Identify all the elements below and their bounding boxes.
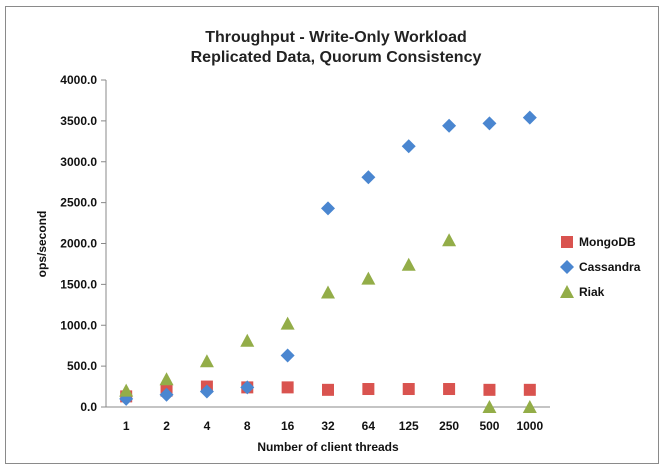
riak-point (442, 233, 457, 247)
riak-legend-label: Riak (579, 285, 605, 299)
cassandra-point (361, 170, 376, 185)
cassandra-point (401, 139, 416, 154)
riak-point (401, 257, 416, 271)
riak-point (280, 316, 295, 330)
cassandra-legend-marker (560, 260, 574, 274)
x-tick-label: 64 (362, 419, 376, 433)
mongodb-point (443, 383, 456, 396)
mongodb-point (483, 383, 496, 396)
x-tick-label: 8 (244, 419, 251, 433)
y-tick-label: 3000.0 (60, 155, 97, 169)
cassandra-point (159, 387, 174, 402)
riak-legend-marker (560, 285, 574, 298)
riak-point (482, 400, 497, 413)
mongodb-point (362, 383, 375, 396)
y-tick-label: 3500.0 (60, 114, 97, 128)
x-tick-label: 250 (439, 419, 459, 433)
riak-point (321, 285, 335, 299)
y-tick-label: 1500.0 (60, 277, 97, 291)
cassandra-point (240, 380, 255, 395)
y-tick-label: 4000.0 (60, 73, 97, 87)
mongodb-point (322, 383, 334, 396)
x-tick-label: 4 (204, 419, 211, 433)
chart-title-line-1: Throughput - Write-Only Workload (205, 29, 467, 46)
mongodb-point (281, 381, 294, 394)
y-axis-label: ops/second (35, 211, 49, 278)
cassandra-legend-label: Cassandra (579, 260, 641, 274)
x-tick-label: 500 (479, 419, 499, 433)
x-axis-label: Number of client threads (257, 440, 399, 454)
cassandra-point (280, 348, 295, 363)
x-tick-label: 2 (163, 419, 170, 433)
y-tick-label: 2500.0 (60, 196, 97, 210)
cassandra-point (482, 116, 497, 131)
x-tick-label: 32 (321, 419, 335, 433)
cassandra-point (199, 384, 214, 399)
y-tick-labels: 0.0 500.0 1000.0 1500.0 2000.0 2500.0 3000.0 35… (60, 73, 106, 414)
chart-title-line-2: Replicated Data, Quorum Consistency (191, 49, 482, 66)
mongodb-point (402, 383, 415, 396)
mongodb-legend-label: MongoDB (579, 235, 636, 249)
y-tick-label: 500.0 (67, 359, 97, 373)
riak-point (361, 271, 376, 285)
x-tick-label: 125 (399, 419, 419, 433)
mongodb-point (523, 383, 536, 396)
y-tick-label: 0.0 (80, 400, 97, 414)
legend: MongoDB Cassandra Riak (560, 235, 641, 299)
data-points (119, 110, 537, 413)
mongodb-legend-marker (561, 236, 573, 248)
x-tick-labels: 1 2 4 8 16 32 64 125 250 500 1000 (123, 419, 544, 433)
y-tick-label: 1000.0 (60, 318, 97, 332)
cassandra-point (522, 110, 537, 125)
x-tick-label: 16 (281, 419, 295, 433)
riak-point (199, 354, 214, 368)
cassandra-point (321, 201, 335, 216)
cassandra-point (442, 118, 457, 133)
riak-point (119, 383, 134, 397)
riak-point (522, 400, 537, 413)
x-tick-label: 1000 (516, 419, 543, 433)
y-tick-label: 2000.0 (60, 237, 97, 251)
riak-point (159, 372, 174, 386)
riak-point (240, 333, 255, 347)
x-tick-label: 1 (123, 419, 130, 433)
